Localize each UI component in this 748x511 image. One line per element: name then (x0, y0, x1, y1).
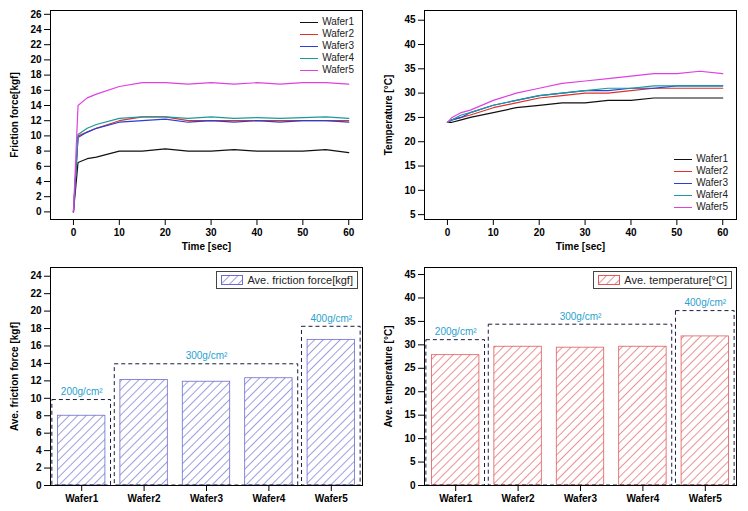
svg-text:22: 22 (30, 288, 42, 299)
html-text:Wafer4: Wafer4 (322, 52, 354, 63)
svg-text:Time [sec]: Time [sec] (556, 241, 605, 252)
html-text:Wafer5: Wafer5 (696, 201, 728, 212)
svg-text:14: 14 (30, 100, 42, 111)
svg-text:30: 30 (404, 87, 416, 98)
svg-text:200g/cm²: 200g/cm² (61, 386, 103, 397)
svg-text:60: 60 (717, 227, 729, 238)
svg-text:35: 35 (404, 316, 416, 327)
svg-text:Wafer1: Wafer1 (439, 493, 472, 504)
html-text:Wafer3: Wafer3 (322, 40, 354, 51)
svg-text:10: 10 (30, 393, 42, 404)
svg-text:0: 0 (445, 227, 451, 238)
svg-text:25: 25 (404, 112, 416, 123)
svg-text:14: 14 (30, 358, 42, 369)
svg-text:15: 15 (404, 160, 416, 171)
svg-text:16: 16 (30, 340, 42, 351)
svg-text:22: 22 (30, 39, 42, 50)
svg-text:6: 6 (36, 427, 42, 438)
svg-text:Ave. temperature [°C]: Ave. temperature [°C] (383, 326, 394, 428)
svg-text:Wafer4: Wafer4 (252, 493, 285, 504)
svg-text:Wafer2: Wafer2 (502, 493, 535, 504)
svg-text:35: 35 (404, 63, 416, 74)
svg-text:4: 4 (36, 176, 42, 187)
svg-text:20: 20 (404, 136, 416, 147)
svg-text:8: 8 (36, 145, 42, 156)
svg-text:400g/cm²: 400g/cm² (684, 297, 726, 308)
svg-text:20: 20 (30, 54, 42, 65)
svg-text:20: 20 (160, 227, 172, 238)
svg-text:40: 40 (251, 227, 263, 238)
svg-text:25: 25 (404, 362, 416, 373)
svg-text:10: 10 (404, 185, 416, 196)
svg-text:Friction force[kgf]: Friction force[kgf] (9, 72, 20, 158)
svg-text:20: 20 (534, 227, 546, 238)
svg-text:2: 2 (36, 462, 42, 473)
svg-text:40: 40 (625, 227, 637, 238)
svg-text:0: 0 (36, 206, 42, 217)
svg-text:10: 10 (404, 433, 416, 444)
svg-text:Wafer3: Wafer3 (190, 493, 223, 504)
svg-text:15: 15 (404, 409, 416, 420)
svg-text:0: 0 (36, 480, 42, 491)
svg-text:20: 20 (30, 305, 42, 316)
html-text:Wafer1: Wafer1 (322, 16, 354, 27)
html-text:Wafer1: Wafer1 (696, 153, 728, 164)
svg-text:Wafer4: Wafer4 (626, 493, 659, 504)
svg-text:10: 10 (114, 227, 126, 238)
svg-text:12: 12 (30, 375, 42, 386)
svg-text:16: 16 (30, 85, 42, 96)
svg-text:Ave. friction force [kgf]: Ave. friction force [kgf] (9, 322, 20, 431)
svg-text:30: 30 (404, 339, 416, 350)
svg-text:5: 5 (410, 456, 416, 467)
svg-text:Wafer2: Wafer2 (128, 493, 161, 504)
svg-text:Wafer1: Wafer1 (65, 493, 98, 504)
svg-text:24: 24 (30, 24, 42, 35)
svg-text:18: 18 (30, 323, 42, 334)
svg-text:24: 24 (30, 270, 42, 281)
svg-text:8: 8 (36, 410, 42, 421)
html-text:Wafer3: Wafer3 (696, 177, 728, 188)
svg-text:45: 45 (404, 269, 416, 280)
svg-text:4: 4 (36, 445, 42, 456)
svg-text:Wafer5: Wafer5 (315, 493, 348, 504)
svg-text:40: 40 (404, 292, 416, 303)
svg-text:6: 6 (36, 161, 42, 172)
svg-text:2: 2 (36, 191, 42, 202)
svg-text:400g/cm²: 400g/cm² (310, 313, 352, 324)
svg-text:10: 10 (488, 227, 500, 238)
html-text:Wafer5: Wafer5 (322, 64, 354, 75)
svg-text:18: 18 (30, 69, 42, 80)
svg-text:20: 20 (404, 386, 416, 397)
svg-text:40: 40 (404, 39, 416, 50)
svg-text:10: 10 (30, 130, 42, 141)
svg-text:200g/cm²: 200g/cm² (435, 326, 477, 337)
svg-text:45: 45 (404, 14, 416, 25)
html-text:Wafer2: Wafer2 (696, 165, 728, 176)
svg-text:60: 60 (343, 227, 355, 238)
svg-text:0: 0 (410, 480, 416, 491)
svg-text:50: 50 (297, 227, 309, 238)
svg-text:5: 5 (410, 209, 416, 220)
html-text:Wafer2: Wafer2 (322, 28, 354, 39)
svg-text:300g/cm²: 300g/cm² (186, 350, 228, 361)
svg-text:Temperature [°C]: Temperature [°C] (383, 75, 394, 156)
html-text:Ave. friction force[kgf]: Ave. friction force[kgf] (247, 274, 353, 286)
svg-text:Wafer3: Wafer3 (564, 493, 597, 504)
svg-text:300g/cm²: 300g/cm² (560, 311, 602, 322)
html-text:Wafer4: Wafer4 (696, 189, 728, 200)
svg-text:0: 0 (71, 227, 77, 238)
svg-text:50: 50 (671, 227, 683, 238)
svg-text:12: 12 (30, 115, 42, 126)
svg-text:30: 30 (206, 227, 218, 238)
html-text:Ave. temperature[°C]: Ave. temperature[°C] (624, 274, 727, 286)
svg-text:30: 30 (580, 227, 592, 238)
svg-text:26: 26 (30, 9, 42, 20)
svg-text:Time [sec]: Time [sec] (182, 241, 231, 252)
svg-text:Wafer5: Wafer5 (689, 493, 722, 504)
